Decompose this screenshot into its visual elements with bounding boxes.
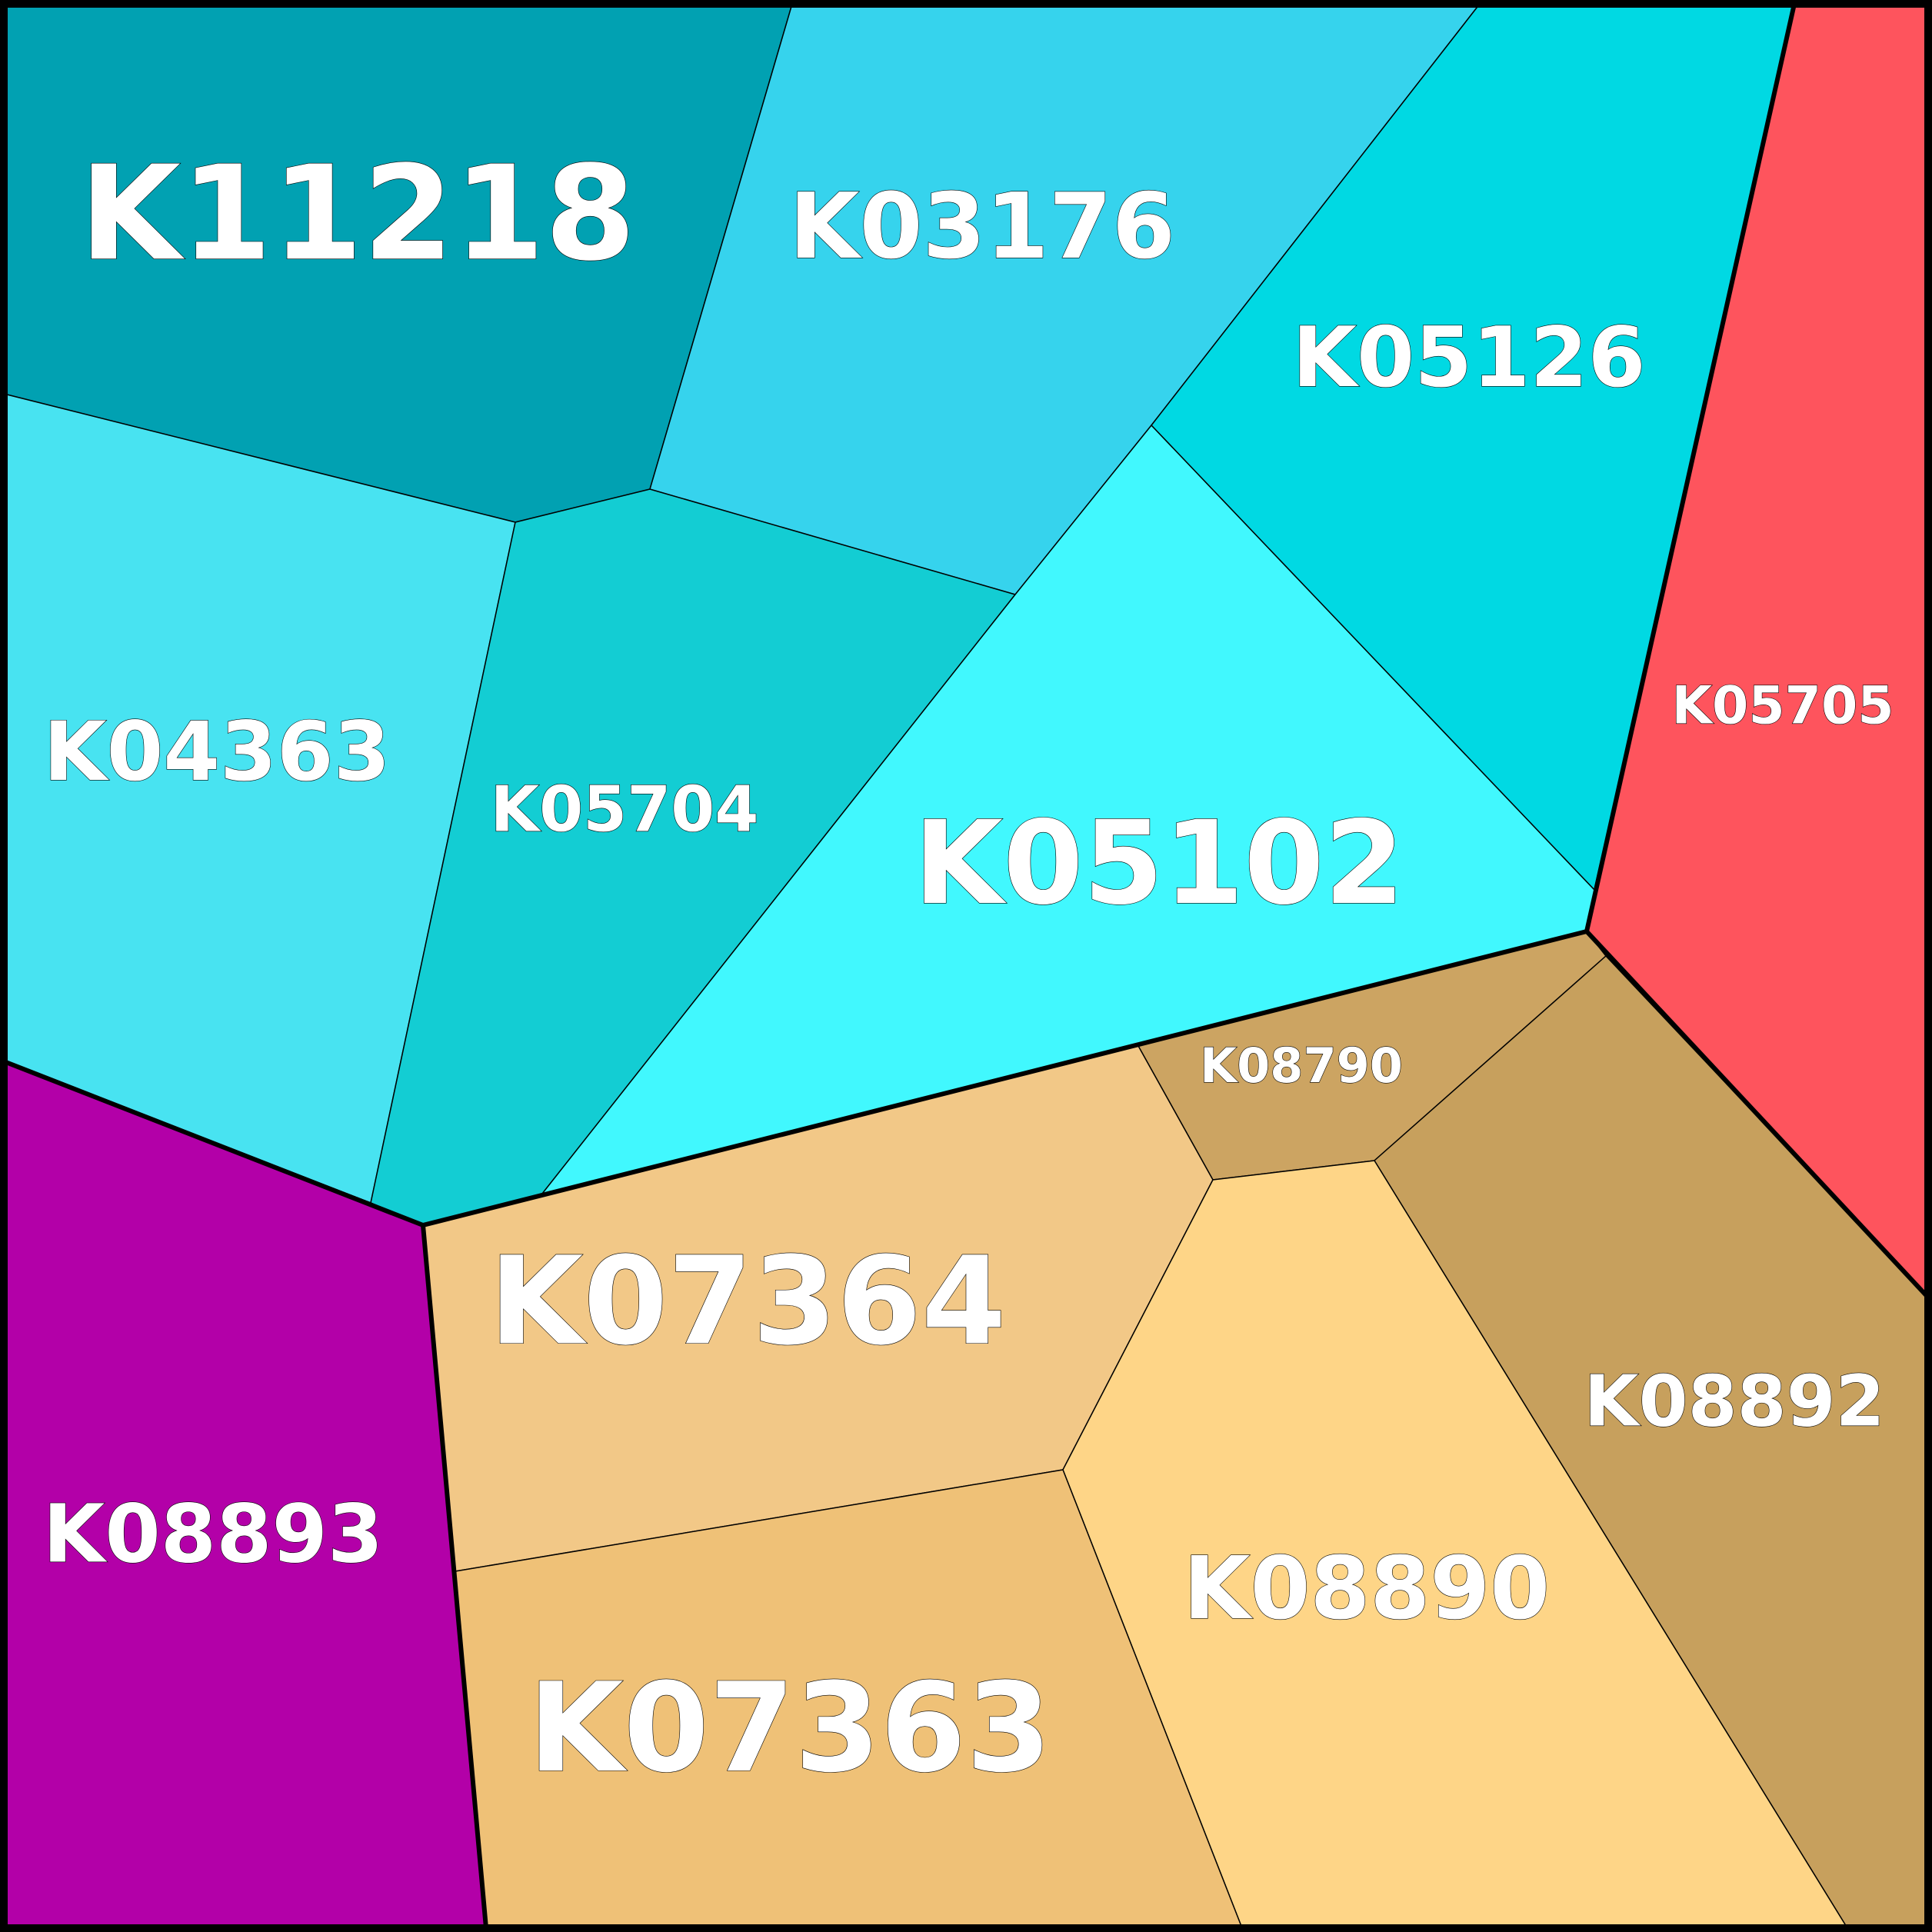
group-border-red-left	[1584, 3, 1930, 1300]
label-K04363: K04363	[44, 705, 391, 799]
label-K05102: K05102	[914, 797, 1404, 931]
label-layer: K11218 K03176 K05126 K05705 K04363 K0570…	[42, 138, 1894, 1800]
label-K08893: K08893	[43, 1487, 383, 1581]
cell-layer	[3, 3, 1929, 1929]
label-K11218: K11218	[79, 138, 635, 290]
group-border-purple-right	[421, 1224, 488, 1929]
label-K05705: K05705	[1671, 676, 1894, 737]
label-K07363: K07363	[528, 1656, 1052, 1800]
label-K03176: K03176	[789, 173, 1175, 279]
label-K05704: K05704	[491, 773, 759, 846]
label-K05126: K05126	[1292, 310, 1645, 406]
label-K08790: K08790	[1200, 1038, 1403, 1094]
label-K08890: K08890	[1184, 1539, 1550, 1639]
label-K07364: K07364	[489, 1231, 1006, 1372]
label-K08892: K08892	[1584, 1360, 1884, 1442]
